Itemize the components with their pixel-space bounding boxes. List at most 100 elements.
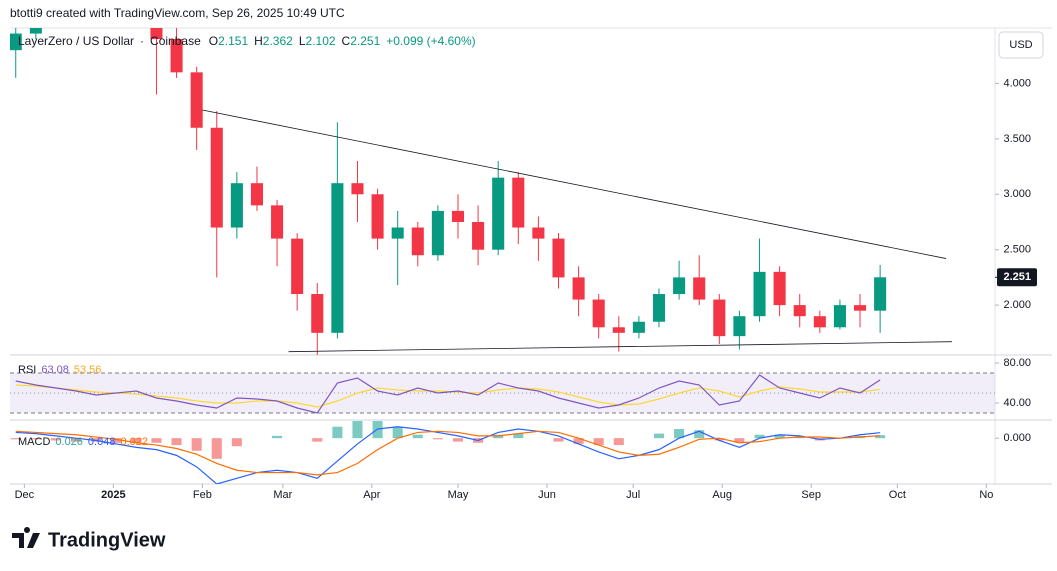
trendline [288,341,952,353]
ohlc-value: 2.251 [350,34,380,48]
candle-body [472,221,485,250]
candle-body [592,299,605,328]
macd-histogram-bar [593,438,604,446]
candle-body [431,210,444,256]
macd-histogram-bar [613,438,624,446]
macd-histogram-bar [231,438,242,447]
candle-body [612,327,625,333]
ohlc-label: L [299,34,306,48]
axes: Dec 2025 Feb Mar Apr May Jun Jul Aug Sep Oct No 2.00… [15,77,1037,501]
candle-body [411,227,424,256]
candle-body [532,227,545,239]
y-tick-label: 3.500 [1003,133,1031,145]
candle-body [693,277,706,300]
y-tick-label: 2.500 [1003,244,1031,256]
signal-value: 0.022 [120,436,148,448]
candle-body [190,72,203,128]
macd-histogram-bar [191,438,202,451]
rsi-value: 63.08 [41,364,69,376]
ohlc-value: 2.362 [263,34,293,48]
macd-histogram-bar [312,438,323,442]
candle-body [512,177,525,228]
symbol: LayerZero / US Dollar [18,34,134,48]
candle-body [773,271,786,306]
macd-value: 0.048 [88,436,116,448]
ohlc-label: O [209,34,218,48]
x-tick-label: No [979,489,993,501]
candle-body [351,183,364,195]
macd-histogram-bar [875,435,886,439]
macd-histogram-bar [111,438,122,443]
macd-pane [10,421,886,484]
currency-box[interactable] [998,31,1044,59]
macd-histogram-bar [653,433,665,439]
y-tick-label: 40.00 [1003,397,1031,409]
candle-body [572,277,585,300]
macd-histogram-bar [432,438,443,440]
attribution: btotti9 created with TradingView.com, Se… [10,6,345,20]
macd-histogram-bar [513,433,524,439]
candle-body [652,294,666,322]
candle-body [331,183,344,333]
macd-histogram-bar [352,421,363,439]
rsi-pane [10,372,995,414]
y-tick-label: 4.000 [1003,77,1031,89]
macd-histogram-bar [50,438,61,441]
candle-body [210,127,223,228]
x-tick-label: Sep [801,489,821,501]
macd-histogram-bar [694,430,705,439]
candle-body [552,238,565,278]
x-tick-label: May [448,489,469,501]
candle-body [813,316,826,328]
macd-histogram-bar [211,438,222,459]
macd-histogram-bar [131,438,142,443]
macd-histogram-bar [754,434,765,439]
rsi-line [15,374,881,414]
candle-body [230,183,243,228]
x-tick-label: Apr [363,489,380,501]
last-price-box [997,268,1037,287]
y-tick-label: 3.000 [1003,188,1031,200]
candle-body [170,39,183,73]
x-tick-label: Aug [712,489,732,501]
x-tick-label: Mar [273,489,292,501]
last-price-label: 2.251 [1003,271,1031,283]
macd-name: MACD [18,436,50,448]
x-tick-label: Jun [538,489,556,501]
y-tick-label: 2.000 [1003,299,1031,311]
macd-histogram-bar [452,438,464,442]
logo-mark [12,527,40,548]
candle-body [874,277,887,311]
macd-histogram-bar [30,438,41,440]
candle-body [733,316,746,337]
candle-body [311,294,324,333]
rsi-ma-value: 53.56 [74,364,102,376]
x-tick-label: 2025 [101,489,125,501]
macd-line [15,426,881,484]
candle-body [391,227,404,239]
candle-body [673,277,686,295]
candle-body [150,28,163,40]
macd-histogram-bar [10,438,21,440]
logo: TradingView [12,527,166,551]
candle-body [713,299,726,337]
change: +0.099 (+4.60%) [386,34,475,48]
candle-body [371,194,384,239]
candle-body [29,28,42,34]
macd-histogram-bar [272,435,283,439]
macd-histogram-bar [674,429,685,439]
candle-body [632,321,645,333]
trendline [202,109,947,259]
candle-body [10,33,22,51]
macd-histogram-bar [392,426,403,439]
macd-histogram-bar [412,434,423,439]
currency[interactable]: USD [1009,39,1032,51]
candle-body [451,210,465,222]
candle-body [291,238,304,295]
candle-body [492,177,505,250]
macd-histogram-bar [734,438,745,443]
macd-legend: MACD 0.026 0.048 0.022 [18,436,148,448]
rsi-legend: RSI 63.08 53.56 [18,364,101,376]
x-tick-label: Oct [889,489,906,501]
